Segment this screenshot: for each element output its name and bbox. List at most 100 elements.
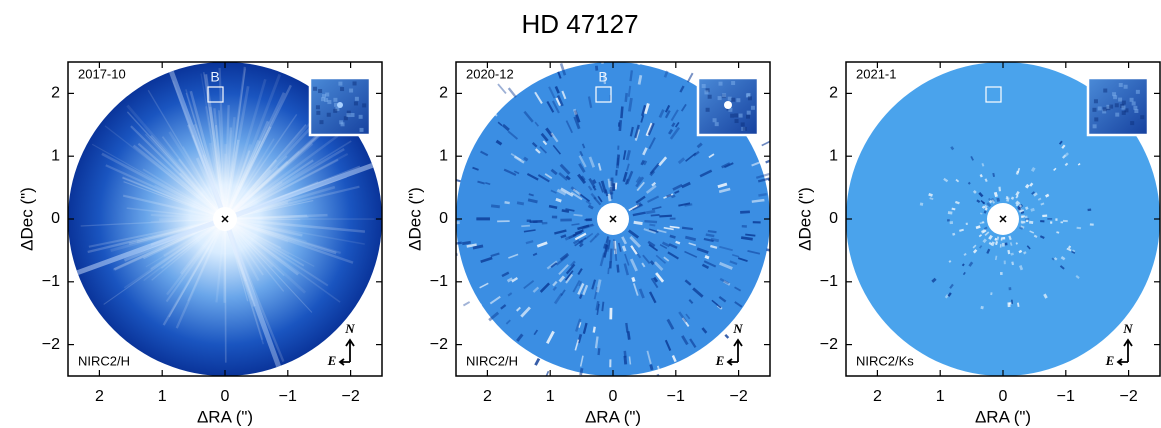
speckle [461, 138, 469, 142]
inset-noise [748, 96, 752, 100]
speckle [1020, 205, 1022, 206]
speckle [628, 331, 629, 339]
speckle [1009, 236, 1010, 240]
speckle [545, 371, 548, 379]
speckle [1066, 153, 1069, 156]
inset-noise [1092, 108, 1096, 112]
compass-arrows [340, 340, 354, 365]
companion-label: B [210, 69, 219, 85]
speckle [952, 234, 954, 235]
inset-noise [1103, 89, 1107, 93]
speckle [453, 243, 462, 244]
speckle [541, 363, 545, 371]
speckle [1069, 247, 1071, 248]
speckle [1046, 195, 1049, 197]
speckle [998, 198, 999, 202]
y-tick-label: −2 [820, 336, 838, 353]
inset-noise [359, 115, 363, 119]
speckle [671, 196, 675, 197]
inset-noise [734, 113, 738, 117]
speckle [651, 365, 652, 370]
inset-noise [746, 115, 750, 119]
speckle [752, 200, 765, 202]
speckle [477, 304, 482, 307]
speckle [659, 216, 672, 217]
inset-noise [346, 113, 350, 117]
y-tick-label: −1 [42, 273, 60, 290]
y-tick-label: 1 [439, 147, 448, 164]
inset-noise [743, 127, 747, 131]
speckle [1020, 251, 1021, 253]
speckle [445, 262, 456, 265]
inset-noise [1124, 85, 1128, 89]
y-tick-label: 1 [51, 147, 60, 164]
inset-noise [338, 82, 342, 86]
speckle [990, 243, 991, 245]
speckle [1078, 164, 1080, 165]
speckle [984, 239, 986, 242]
speckle [616, 183, 617, 190]
speckle [929, 194, 933, 195]
speckle [488, 108, 497, 116]
speckle [574, 215, 583, 216]
speckle [599, 348, 600, 355]
speckle [604, 244, 605, 249]
speckle [706, 235, 714, 236]
speckle [615, 249, 616, 261]
y-tick-label: −2 [430, 336, 448, 353]
x-tick-label: 2 [873, 388, 882, 405]
inset-noise [1115, 113, 1119, 117]
speckle [651, 215, 660, 216]
inset-noise [731, 98, 735, 102]
speckle [948, 213, 952, 214]
speckle [521, 226, 530, 227]
instrument-label: NIRC2/H [466, 353, 518, 368]
speckle [982, 306, 983, 309]
inset-noise [1136, 90, 1140, 94]
inset-noise [349, 89, 353, 93]
speckle [596, 337, 598, 349]
y-tick-label: 2 [51, 85, 60, 102]
y-axis-label: ΔDec (") [795, 187, 814, 251]
speckle [951, 147, 953, 150]
inset-noise [1119, 83, 1123, 87]
inset-noise [722, 93, 726, 97]
inset-noise [728, 97, 732, 101]
compass-north: N [732, 321, 743, 336]
compass-east: E [1105, 353, 1115, 368]
inset-noise [736, 98, 740, 102]
speckle [524, 158, 528, 160]
inset-noise [735, 119, 739, 123]
y-tick-label: 2 [439, 85, 448, 102]
speckle [1052, 258, 1054, 260]
speckle [1016, 243, 1017, 245]
speckle [766, 158, 778, 162]
speckle [982, 230, 985, 232]
figure-title: HD 47127 [521, 9, 638, 39]
speckle [995, 238, 996, 240]
speckle [1024, 252, 1025, 254]
y-tick-label: 2 [829, 85, 838, 102]
speckle [562, 210, 569, 211]
speckle [1077, 228, 1081, 229]
speckle [608, 268, 609, 274]
speckle [670, 236, 676, 238]
x-tick-label: 0 [999, 388, 1008, 405]
instrument-label: NIRC2/Ks [856, 353, 914, 368]
speckle [626, 93, 627, 102]
inset-noise [313, 87, 317, 91]
inset-noise [1103, 107, 1107, 111]
speckle [982, 163, 983, 166]
inset-noise [316, 105, 320, 109]
speckle [985, 209, 987, 210]
speckle [1026, 185, 1028, 188]
speckle [963, 264, 965, 266]
speckle [767, 181, 774, 183]
speckle [974, 191, 976, 193]
inset-noise [354, 101, 358, 105]
x-tick-label: 1 [936, 388, 945, 405]
inset-noise [1140, 115, 1144, 119]
speckle [955, 202, 959, 203]
speckle [676, 242, 680, 244]
compass-north: N [344, 321, 355, 336]
